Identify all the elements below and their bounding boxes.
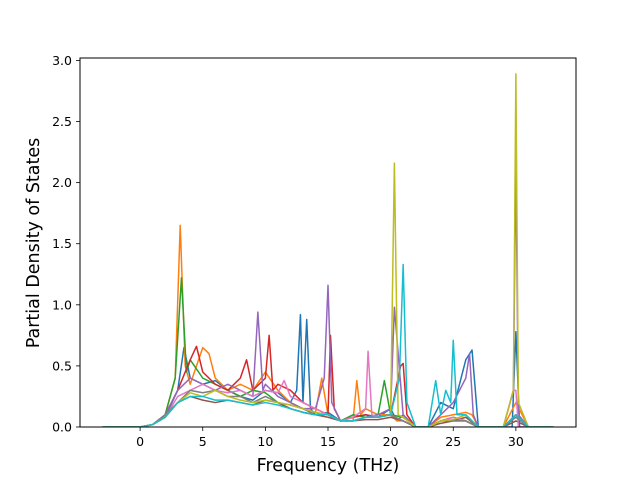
x-tick-label: 10 xyxy=(257,434,273,449)
series-layer xyxy=(102,73,554,427)
x-tick-label: 20 xyxy=(383,434,399,449)
y-tick-label: 2.5 xyxy=(52,114,72,129)
y-tick-label: 2.0 xyxy=(52,175,72,190)
pdos-series-7 xyxy=(102,350,554,427)
y-axis-label: Partial Density of States xyxy=(24,138,44,349)
x-axis: 0 5 10 15 20 25 30 xyxy=(136,427,524,449)
y-tick-label: 3.0 xyxy=(52,53,72,68)
x-axis-label: Frequency (THz) xyxy=(257,456,400,476)
y-tick-label: 1.5 xyxy=(52,236,72,251)
x-tick-label: 5 xyxy=(199,434,207,449)
x-tick-label: 25 xyxy=(445,434,461,449)
x-tick-label: 30 xyxy=(508,434,524,449)
y-tick-label: 0.0 xyxy=(52,420,72,435)
y-axis: 0.0 0.5 1.0 1.5 2.0 2.5 3.0 xyxy=(52,53,80,435)
y-tick-label: 1.0 xyxy=(52,297,72,312)
pdos-series-6 xyxy=(102,395,554,427)
pdos-series-10 xyxy=(102,263,554,427)
x-tick-label: 0 xyxy=(136,434,144,449)
x-tick-label: 15 xyxy=(320,434,336,449)
y-tick-label: 0.5 xyxy=(52,358,72,373)
